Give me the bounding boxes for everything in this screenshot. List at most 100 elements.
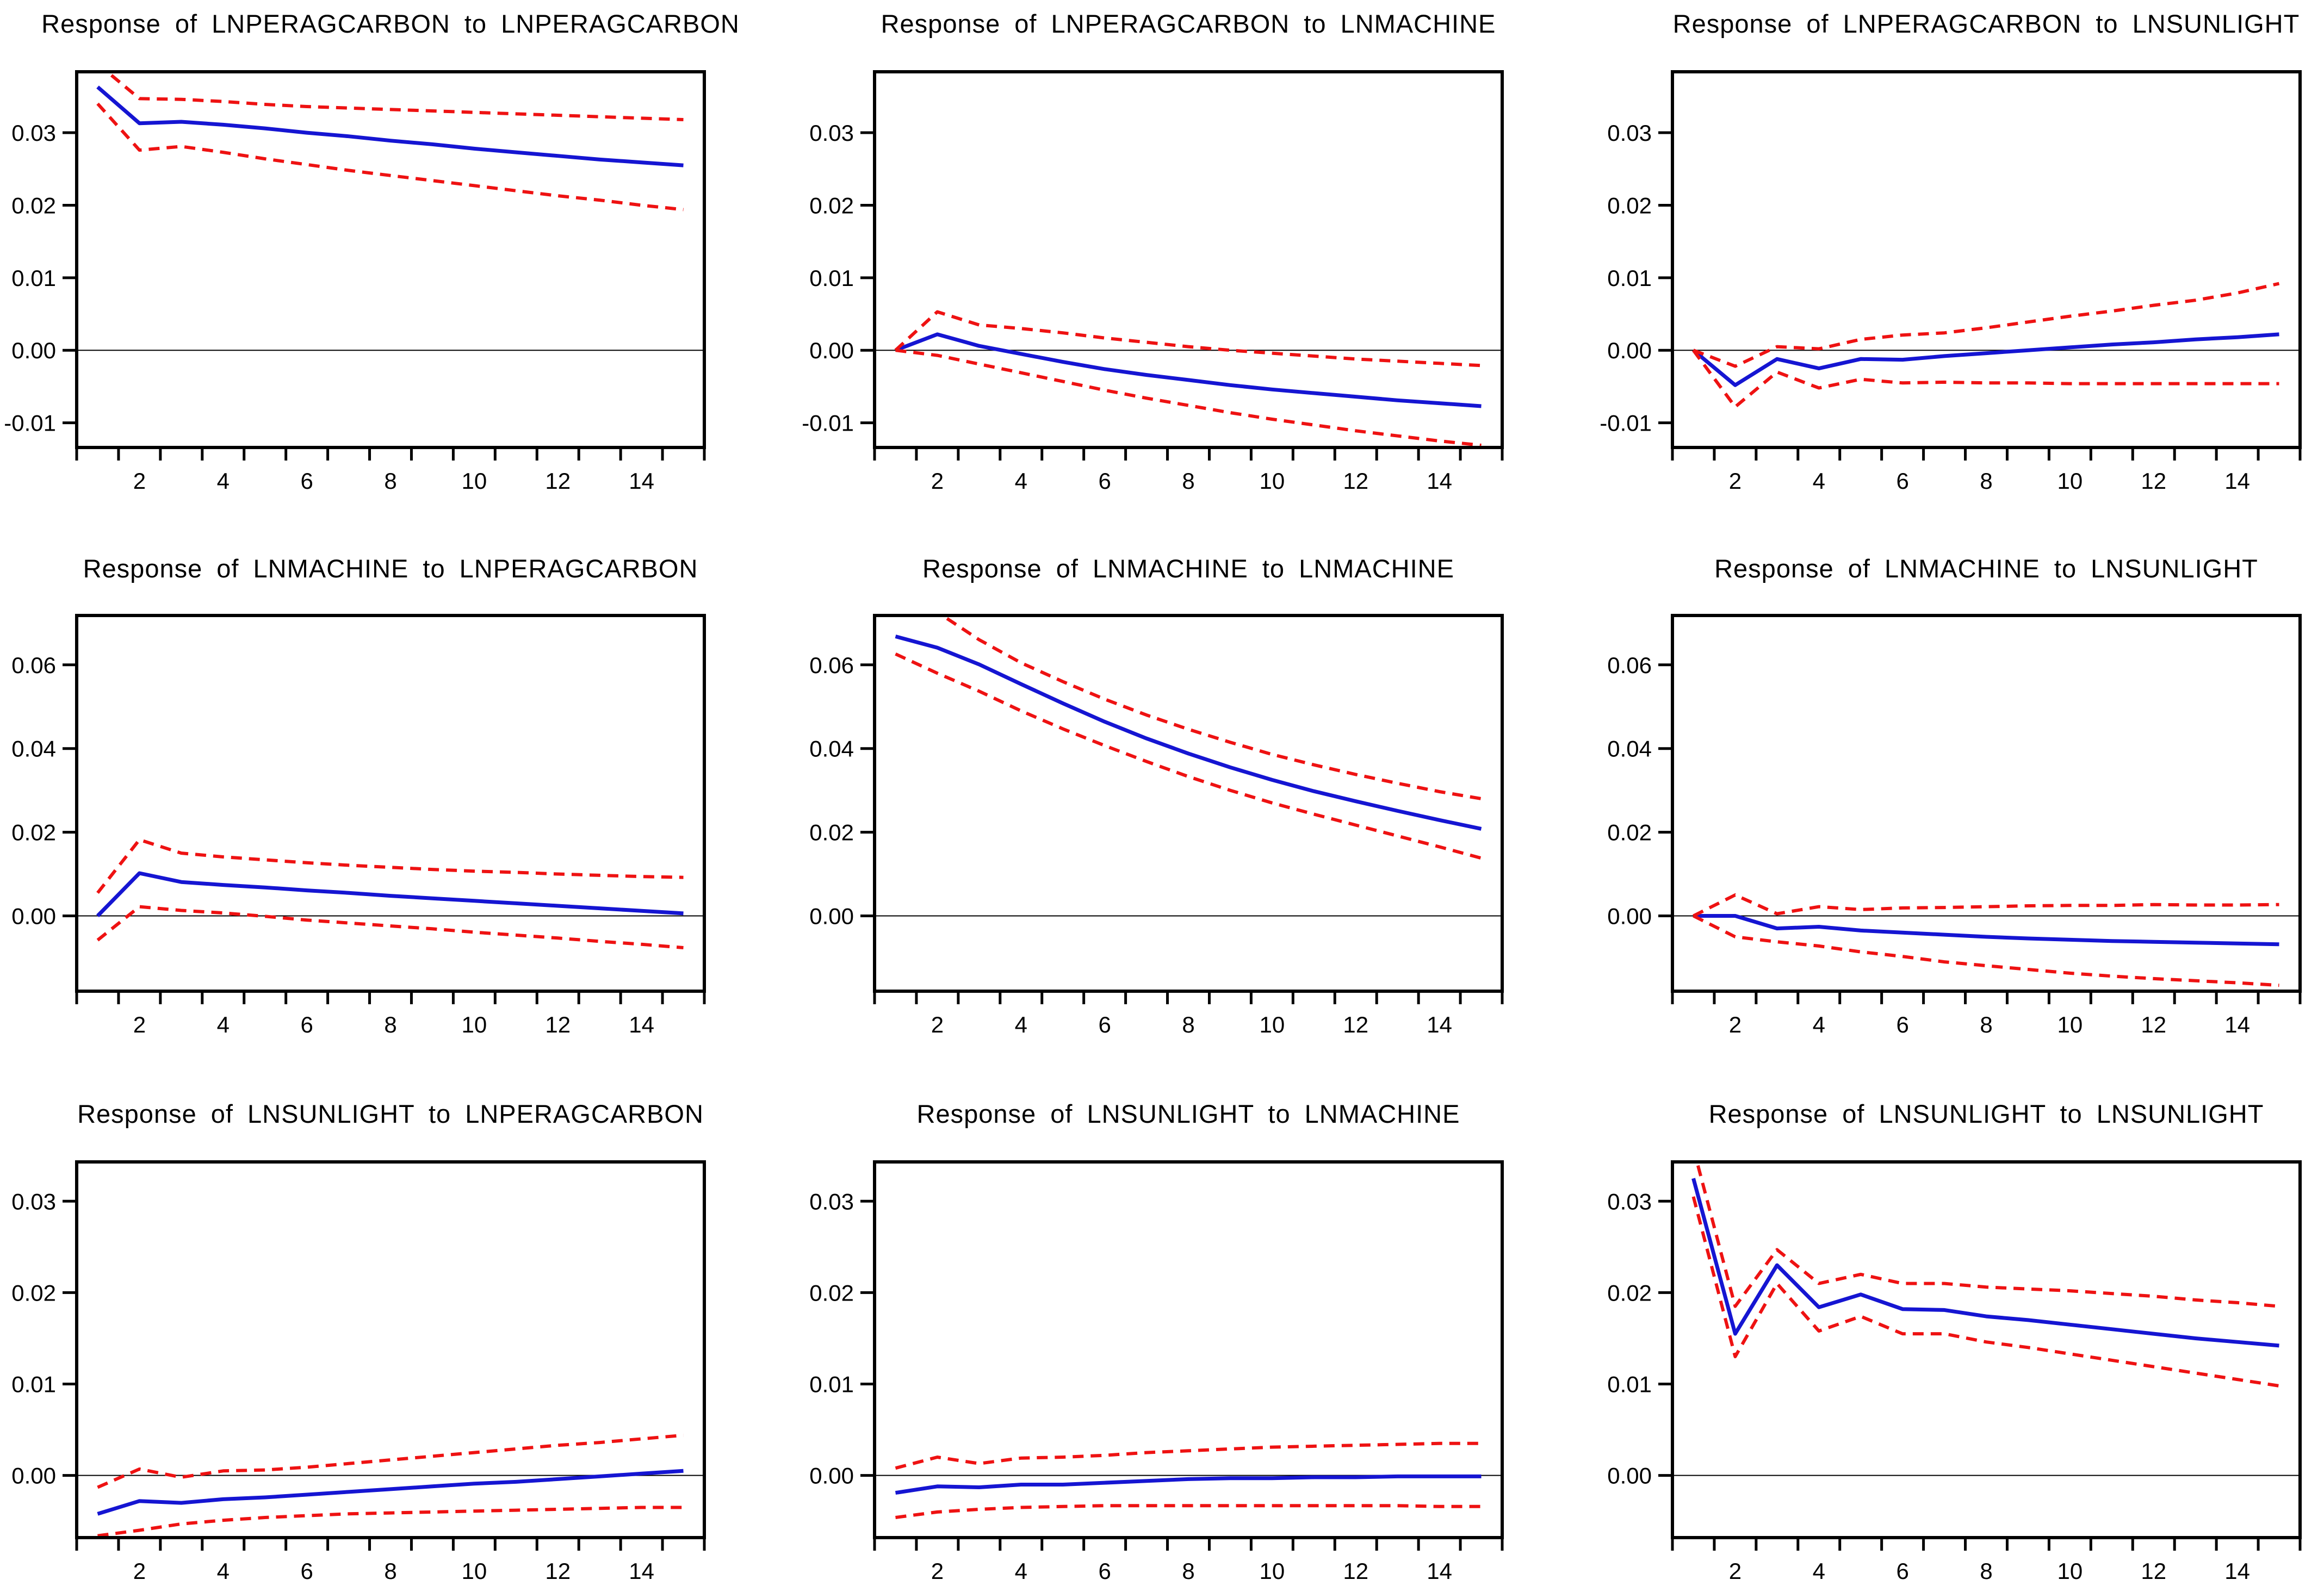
x-tick-label: 10 xyxy=(2057,468,2083,494)
y-tick-label: 0.02 xyxy=(809,820,854,845)
chart-title: Response of LNMACHINE to LNPERAGCARBON xyxy=(83,554,698,583)
chart-canvas: 0.03 0.02 0.01 0.00 2 4 6 8 10 12 14 xyxy=(11,1160,706,1584)
y-tick-label: 0.02 xyxy=(1607,820,1652,845)
y-tick-label: -0.01 xyxy=(802,411,854,436)
x-tick-label: 6 xyxy=(1896,468,1908,494)
chart-title: Response of LNMACHINE to LNMACHINE xyxy=(922,554,1454,583)
chart-cell-machine-to-sunlight: Response of LNMACHINE to LNSUNLIGHT 0.06… xyxy=(1596,528,2324,1058)
x-tick-label: 14 xyxy=(629,468,654,494)
plot-frame xyxy=(75,1160,706,1539)
x-tick-label: 10 xyxy=(462,1558,487,1584)
y-tick-label: 0.02 xyxy=(11,192,56,218)
x-tick-label: 4 xyxy=(1813,1012,1825,1037)
upper_band-line xyxy=(96,838,684,894)
y-tick-label: 0.04 xyxy=(1607,736,1652,762)
chart-title: Response of LNSUNLIGHT to LNMACHINE xyxy=(916,1099,1460,1128)
upper_band-line xyxy=(939,615,1482,800)
lower_band-line xyxy=(96,102,684,212)
x-tick-label: 2 xyxy=(133,1558,146,1584)
x-tick-label: 10 xyxy=(462,468,487,494)
lower_band-line xyxy=(1691,1196,2279,1388)
x-tick-label: 12 xyxy=(1343,1012,1368,1037)
chart-cell-peragcarbon-to-peragcarbon: Response of LNPERAGCARBON to LNPERAGCARB… xyxy=(0,0,798,528)
chart-cell-machine-to-peragcarbon: Response of LNMACHINE to LNPERAGCARBON 0… xyxy=(0,528,798,1058)
x-tick-label: 10 xyxy=(462,1012,487,1037)
chart-canvas: 0.06 0.04 0.02 0.00 2 4 6 8 10 12 14 xyxy=(809,614,1504,1037)
y-tick-label: 0.01 xyxy=(1607,1372,1652,1397)
response-line xyxy=(1691,1178,2279,1348)
y-tick-label: 0.02 xyxy=(1607,1280,1652,1305)
x-tick-label: 10 xyxy=(1260,1012,1285,1037)
y-tick-label: 0.00 xyxy=(1607,1463,1652,1489)
x-tick-label: 8 xyxy=(1980,468,1992,494)
upper_band-line xyxy=(97,1433,684,1489)
x-tick-label: 6 xyxy=(1098,1012,1111,1037)
upper_band-line xyxy=(1693,893,2279,918)
x-tick-label: 2 xyxy=(133,468,146,494)
plot-frame xyxy=(1671,1160,2302,1539)
y-tick-label: 0.00 xyxy=(809,1463,854,1489)
lower_band-line xyxy=(1693,914,2279,987)
y-tick-label: 0.03 xyxy=(1607,120,1652,146)
y-tick-label: 0.03 xyxy=(1607,1189,1652,1214)
lower_band-line xyxy=(895,1504,1482,1519)
x-tick-label: 8 xyxy=(1182,1012,1194,1037)
y-tick-label: 0.01 xyxy=(809,1372,854,1397)
x-tick-label: 2 xyxy=(931,1012,944,1037)
y-tick-label: 0.03 xyxy=(11,1189,56,1214)
chart-canvas: 0.06 0.04 0.02 0.00 2 4 6 8 10 12 14 xyxy=(1607,614,2302,1037)
chart-canvas: 0.03 0.02 0.01 0.00 -0.01 2 4 6 8 10 12 14 xyxy=(4,70,706,494)
x-tick-label: 14 xyxy=(629,1012,654,1037)
y-tick-label: 0.06 xyxy=(809,652,854,678)
y-tick-label: -0.01 xyxy=(4,411,56,436)
x-tick-label: 14 xyxy=(2224,468,2250,494)
x-tick-label: 14 xyxy=(1427,1558,1452,1584)
chart-cell-sunlight-to-machine: Response of LNSUNLIGHT to LNMACHINE 0.03… xyxy=(798,1058,1596,1586)
x-tick-label: 6 xyxy=(1896,1012,1908,1037)
chart-canvas: 0.06 0.04 0.02 0.00 2 4 6 8 10 12 14 xyxy=(11,614,706,1037)
y-tick-label: 0.03 xyxy=(809,120,854,146)
x-tick-label: 10 xyxy=(1260,468,1285,494)
plot-frame xyxy=(1671,614,2302,993)
x-tick-label: 8 xyxy=(384,468,396,494)
plot-frame xyxy=(873,1160,1504,1539)
chart-cell-machine-to-machine: Response of LNMACHINE to LNMACHINE 0.06 0… xyxy=(798,528,1596,1058)
x-tick-label: 12 xyxy=(1343,468,1368,494)
x-tick-label: 12 xyxy=(2141,1558,2166,1584)
x-tick-label: 8 xyxy=(1182,468,1194,494)
x-tick-label: 8 xyxy=(384,1558,396,1584)
y-tick-label: 0.00 xyxy=(11,1463,56,1489)
chart-cell-peragcarbon-to-machine: Response of LNPERAGCARBON to LNMACHINE 0… xyxy=(798,0,1596,528)
x-tick-label: 14 xyxy=(629,1558,654,1584)
x-tick-label: 4 xyxy=(1015,1558,1027,1584)
x-tick-label: 4 xyxy=(217,468,230,494)
x-tick-label: 8 xyxy=(1980,1558,1992,1584)
x-tick-label: 10 xyxy=(1260,1558,1285,1584)
x-tick-label: 14 xyxy=(2224,1012,2250,1037)
y-tick-label: 0.00 xyxy=(1607,338,1652,363)
x-tick-label: 6 xyxy=(1098,468,1111,494)
response-line xyxy=(1692,332,2279,387)
response-line xyxy=(895,332,1482,408)
upper_band-line xyxy=(1695,1162,2279,1308)
x-tick-label: 8 xyxy=(1980,1012,1992,1037)
upper_band-line xyxy=(104,72,684,121)
upper_band-line xyxy=(895,1441,1482,1470)
y-tick-label: 0.04 xyxy=(11,736,56,762)
x-tick-label: 4 xyxy=(217,1558,230,1584)
y-tick-label: -0.01 xyxy=(1600,411,1652,436)
x-tick-label: 2 xyxy=(1729,1558,1742,1584)
response-line xyxy=(96,85,684,167)
y-tick-label: 0.00 xyxy=(1607,903,1652,929)
x-tick-label: 2 xyxy=(1729,1012,1742,1037)
x-tick-label: 2 xyxy=(133,1012,146,1037)
chart-canvas: 0.03 0.02 0.01 0.00 2 4 6 8 10 12 14 xyxy=(809,1160,1504,1584)
response-line xyxy=(96,871,684,917)
y-tick-label: 0.03 xyxy=(11,120,56,146)
x-tick-label: 12 xyxy=(545,468,571,494)
y-tick-label: 0.00 xyxy=(11,338,56,363)
x-tick-label: 4 xyxy=(1813,1558,1825,1584)
chart-title: Response of LNPERAGCARBON to LNPERAGCARB… xyxy=(41,9,740,38)
y-tick-label: 0.00 xyxy=(809,903,854,929)
